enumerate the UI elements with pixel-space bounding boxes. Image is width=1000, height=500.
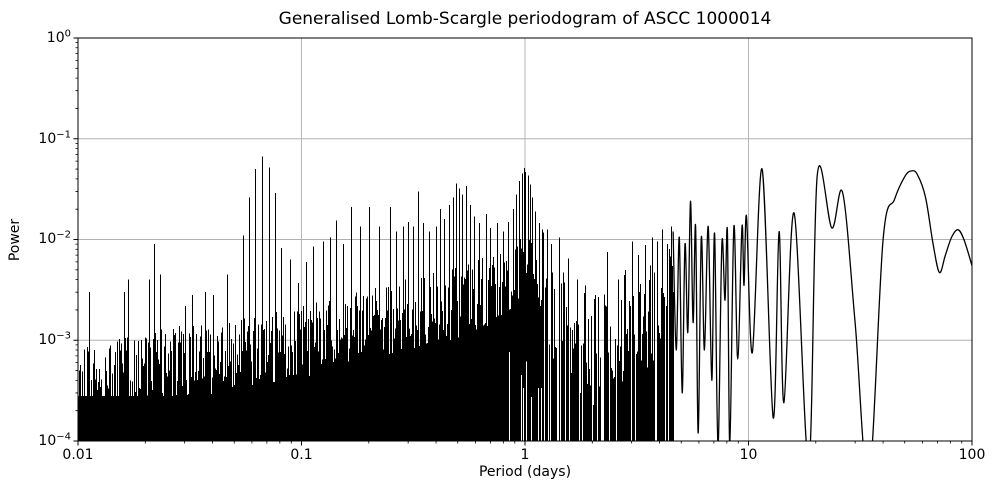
alias-peak-spikes	[88, 156, 673, 441]
y-tick-label-1e-2: 10−2	[38, 229, 71, 247]
x-tick-label-0.1: 0.1	[290, 447, 313, 463]
x-axis-label: Period (days)	[478, 464, 572, 480]
x-tick-label-1: 1	[520, 447, 530, 463]
y-tick-label-1e0: 100	[46, 27, 71, 46]
noise-spike-columns	[78, 232, 674, 441]
chart-title: Generalised Lomb-Scargle periodogram of …	[278, 9, 772, 29]
y-tick-label-1e-3: 10−3	[38, 330, 71, 348]
smooth-periodogram-curve	[672, 165, 972, 441]
major-tick-marks	[73, 37, 973, 446]
minor-tick-marks	[75, 42, 963, 444]
y-tick-label-1e-1: 10−1	[38, 128, 71, 147]
x-tick-label-100: 100	[958, 447, 986, 463]
x-tick-label-0.01: 0.01	[62, 447, 94, 463]
axes-spines	[77, 37, 973, 442]
y-tick-label-1e-4: 10−4	[38, 430, 71, 449]
x-tick-label-10: 10	[739, 447, 758, 463]
